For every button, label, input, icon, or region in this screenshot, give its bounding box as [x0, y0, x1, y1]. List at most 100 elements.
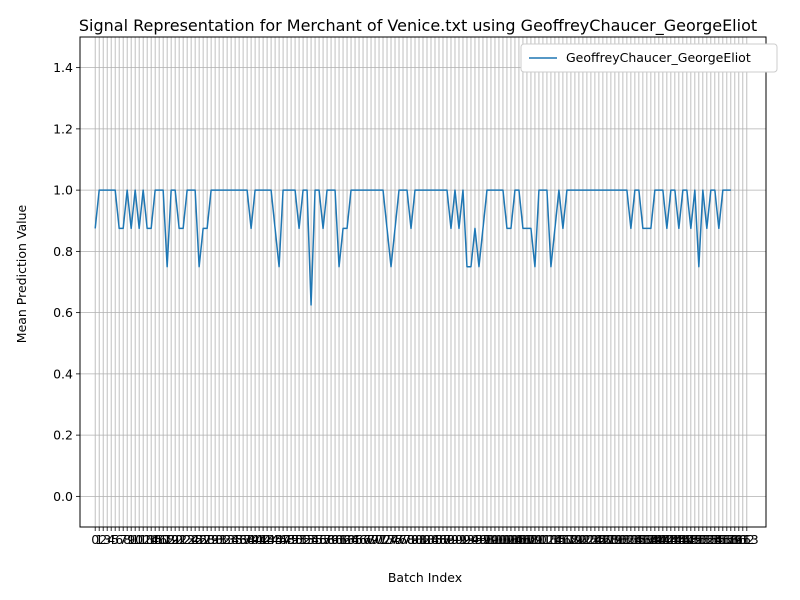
x-tick-label: 67	[355, 532, 371, 547]
x-tick-label: 1	[95, 532, 103, 547]
x-tick-label: 161	[727, 532, 751, 547]
x-tick-label: 124	[579, 532, 603, 547]
x-tick-label: 26	[191, 532, 207, 547]
x-tick-label: 68	[359, 532, 375, 547]
x-tick-label: 152	[691, 532, 715, 547]
x-tick-label: 61	[331, 532, 347, 547]
x-tick-label: 163	[735, 532, 759, 547]
x-tick-label: 106	[507, 532, 531, 547]
x-tick-label: 101	[487, 532, 511, 547]
x-tick-label: 52	[295, 532, 311, 547]
x-tick-label: 128	[595, 532, 619, 547]
x-tick-label: 147	[671, 532, 695, 547]
x-tick-label: 62	[335, 532, 351, 547]
x-tick-label: 156	[707, 532, 731, 547]
x-tick-label: 96	[471, 532, 487, 547]
x-tick-label: 118	[555, 532, 579, 547]
x-tick-label: 44	[263, 532, 279, 547]
x-tick-label: 18	[159, 532, 175, 547]
x-tick-label: 121	[567, 532, 591, 547]
legend: GeoffreyChaucer_GeorgeEliot	[520, 43, 778, 73]
x-tick-label: 42	[255, 532, 271, 547]
x-tick-label: 33	[219, 532, 235, 547]
x-tick-label: 6	[115, 532, 123, 547]
y-tick-label: 0.8	[53, 244, 73, 259]
x-tick-label: 51	[291, 532, 307, 547]
x-tick-label: 127	[591, 532, 615, 547]
x-tick-label: 75	[387, 532, 403, 547]
x-tick-label: 76	[391, 532, 407, 547]
x-tick-label: 100	[483, 532, 507, 547]
x-tick-label: 141	[647, 532, 671, 547]
x-tick-label: 102	[491, 532, 515, 547]
x-tick-label: 77	[395, 532, 411, 547]
x-tick-label: 105	[503, 532, 527, 547]
x-tick-label: 92	[455, 532, 471, 547]
x-tick-label: 150	[683, 532, 707, 547]
x-tick-label: 111	[527, 532, 551, 547]
x-tick-label: 81	[411, 532, 427, 547]
x-tick-label: 113	[535, 532, 559, 547]
x-tick-label: 21	[171, 532, 187, 547]
x-tick-label: 88	[439, 532, 455, 547]
x-tick-label: 64	[343, 532, 359, 547]
x-tick-label: 11	[131, 532, 147, 547]
x-tick-label: 12	[135, 532, 151, 547]
x-tick-label: 59	[323, 532, 339, 547]
x-tick-label: 20	[167, 532, 183, 547]
x-tick-label: 55	[307, 532, 323, 547]
x-tick-label: 112	[531, 532, 555, 547]
x-tick-label: 117	[551, 532, 575, 547]
x-tick-label: 132	[611, 532, 635, 547]
x-tick-label: 115	[543, 532, 567, 547]
x-tick-label: 160	[723, 532, 747, 547]
x-tick-label: 71	[371, 532, 387, 547]
x-tick-label: 136	[627, 532, 651, 547]
x-tick-label: 84	[423, 532, 439, 547]
x-tick-label: 22	[175, 532, 191, 547]
x-tick-label: 39	[243, 532, 259, 547]
x-tick-label: 53	[299, 532, 315, 547]
y-tick-label: 1.0	[53, 183, 73, 198]
x-tick-label: 138	[635, 532, 659, 547]
x-tick-label: 86	[431, 532, 447, 547]
x-tick-label: 58	[319, 532, 335, 547]
x-tick-label: 110	[523, 532, 547, 547]
x-tick-label: 19	[163, 532, 179, 547]
x-tick-label: 70	[367, 532, 383, 547]
x-tick-label: 72	[375, 532, 391, 547]
x-tick-label: 5	[111, 532, 119, 547]
x-tick-label: 74	[383, 532, 399, 547]
x-tick-label: 56	[311, 532, 327, 547]
x-axis-ticks: 0123456789101112131415161718192021222324…	[91, 527, 759, 547]
x-tick-label: 149	[679, 532, 703, 547]
x-tick-label: 146	[667, 532, 691, 547]
x-tick-label: 133	[615, 532, 639, 547]
x-tick-label: 153	[695, 532, 719, 547]
y-tick-label: 0.4	[53, 366, 73, 381]
x-tick-label: 122	[571, 532, 595, 547]
x-tick-label: 40	[247, 532, 263, 547]
x-tick-label: 45	[267, 532, 283, 547]
x-tick-label: 135	[623, 532, 647, 547]
x-tick-label: 23	[179, 532, 195, 547]
x-tick-label: 3	[103, 532, 111, 547]
legend-box	[520, 43, 778, 73]
x-tick-label: 15	[147, 532, 163, 547]
x-tick-label: 140	[643, 532, 667, 547]
x-tick-label: 123	[575, 532, 599, 547]
x-tick-label: 2	[99, 532, 107, 547]
x-tick-label: 14	[143, 532, 159, 547]
x-tick-label: 43	[259, 532, 275, 547]
x-tick-label: 137	[631, 532, 655, 547]
x-tick-label: 24	[183, 532, 199, 547]
grid	[80, 37, 766, 527]
series-line	[94, 189, 731, 306]
x-tick-label: 65	[347, 532, 363, 547]
x-tick-label: 120	[563, 532, 587, 547]
x-tick-label: 0	[91, 532, 99, 547]
x-tick-label: 41	[251, 532, 267, 547]
x-tick-label: 66	[351, 532, 367, 547]
x-tick-label: 7	[119, 532, 127, 547]
x-tick-label: 94	[463, 532, 479, 547]
